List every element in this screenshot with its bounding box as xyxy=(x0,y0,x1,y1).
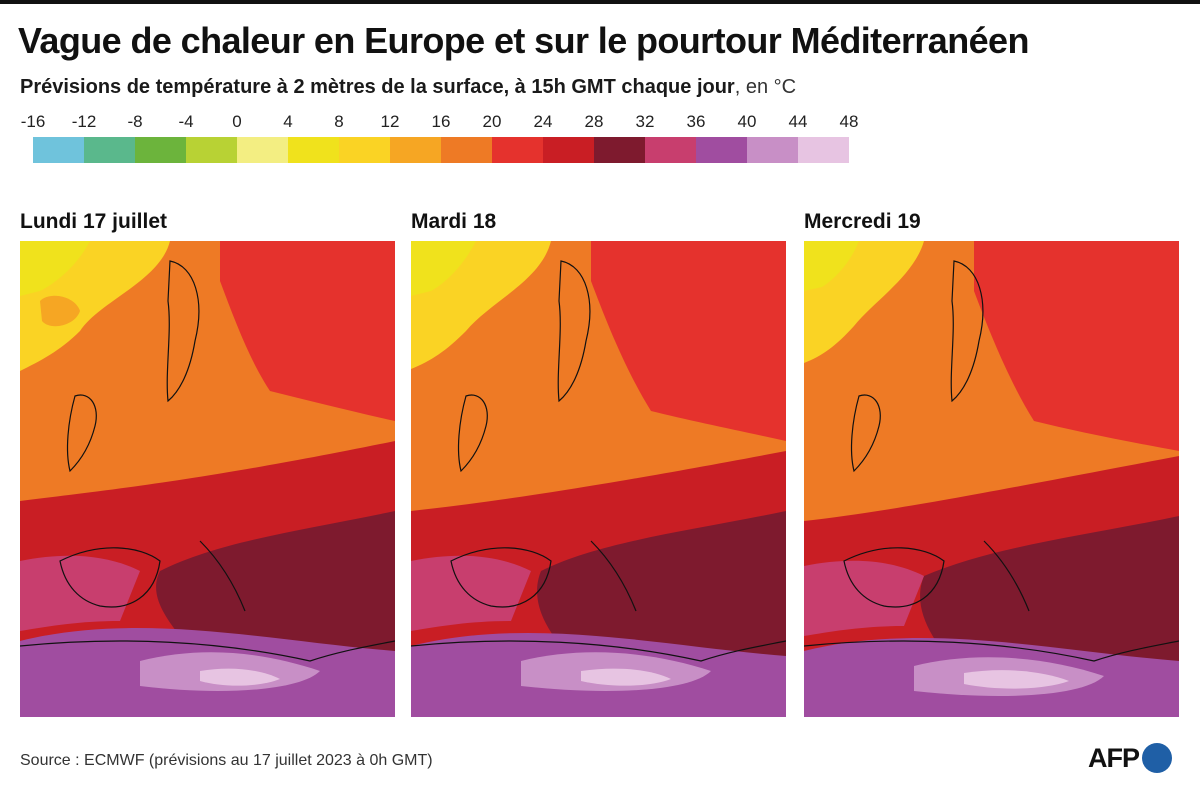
legend-tick-label: 16 xyxy=(431,112,451,131)
legend-swatch xyxy=(33,137,84,163)
legend-swatch xyxy=(492,137,543,163)
legend-tick-label: 36 xyxy=(686,112,706,131)
legend-tick-label: 8 xyxy=(334,112,344,131)
legend-swatch xyxy=(288,137,339,163)
legend-swatch xyxy=(798,137,849,163)
legend-swatch xyxy=(441,137,492,163)
page-title: Vague de chaleur en Europe et sur le pou… xyxy=(18,20,1029,61)
subtitle: Prévisions de température à 2 mètres de … xyxy=(20,76,796,99)
legend-tick-label: -8 xyxy=(127,112,143,131)
legend-swatch xyxy=(186,137,237,163)
legend-swatch xyxy=(237,137,288,163)
map-lundi xyxy=(20,241,395,717)
legend-swatch xyxy=(696,137,747,163)
top-rule xyxy=(0,0,1200,4)
legend-swatch xyxy=(645,137,696,163)
afp-logo-text: AFP xyxy=(1088,743,1140,773)
legend-tick-label: -16 xyxy=(20,112,46,131)
legend-tick-label: 32 xyxy=(635,112,655,131)
panel-label-lundi: Lundi 17 juillet xyxy=(20,210,168,233)
temperature-map-lundi xyxy=(20,241,395,717)
temperature-map-mercredi xyxy=(804,241,1179,717)
legend-tick-label: 4 xyxy=(283,112,293,131)
legend-tick-label: 0 xyxy=(232,112,242,131)
legend-swatch xyxy=(339,137,390,163)
afp-logo: AFP xyxy=(1088,740,1172,776)
legend-tick-label: -4 xyxy=(178,112,194,131)
source-note: Source : ECMWF (prévisions au 17 juillet… xyxy=(20,752,433,769)
legend-tick-label: 24 xyxy=(533,112,553,131)
panel-label-mardi: Mardi 18 xyxy=(411,210,497,233)
subtitle-unit: , en °C xyxy=(734,76,797,98)
legend-tick-label: -12 xyxy=(71,112,97,131)
legend-tick-label: 28 xyxy=(584,112,604,131)
legend-swatch xyxy=(135,137,186,163)
legend-swatch xyxy=(594,137,645,163)
legend-tick-label: 40 xyxy=(737,112,757,131)
subtitle-main: Prévisions de température à 2 mètres de … xyxy=(20,76,735,98)
legend-swatch xyxy=(390,137,441,163)
map-mercredi xyxy=(804,241,1179,717)
map-mardi xyxy=(411,241,786,717)
legend-swatch xyxy=(747,137,798,163)
legend-swatch xyxy=(543,137,594,163)
legend-tick-label: 20 xyxy=(482,112,502,131)
color-legend: -16 -12 -8 -4 0 4 8 12 16 20 24 28 32 36 40 44 48 xyxy=(0,0,1200,170)
afp-logo-dot xyxy=(1142,743,1172,773)
legend-tick-label: 44 xyxy=(788,112,808,131)
legend-tick-label: 48 xyxy=(839,112,859,131)
panel-label-mercredi: Mercredi 19 xyxy=(804,210,921,233)
temperature-map-mardi xyxy=(411,241,786,717)
legend-tick-label: 12 xyxy=(380,112,400,131)
legend-swatch xyxy=(84,137,135,163)
